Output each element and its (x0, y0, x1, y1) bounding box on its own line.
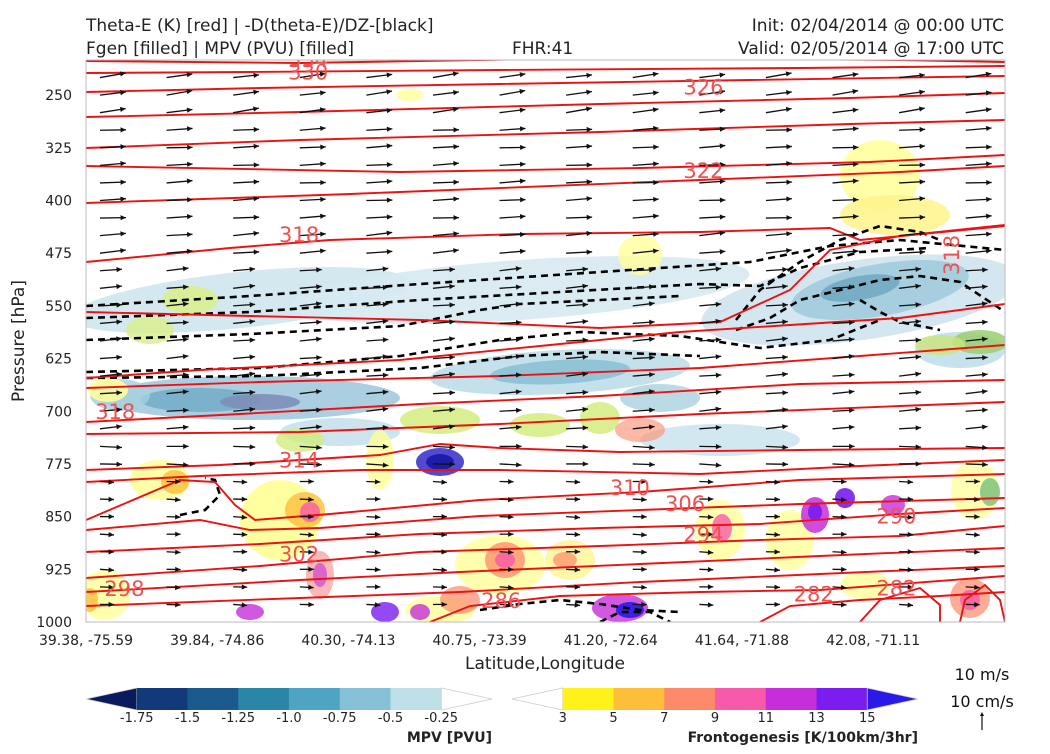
mpv-colorbar-segment (391, 688, 442, 710)
fgen-colorbar-tick: 7 (660, 711, 668, 726)
mpv-colorbar-tick: -1.75 (120, 711, 154, 726)
fgen-fill (835, 488, 855, 508)
fgen-colorbar-tick: 15 (859, 711, 876, 726)
y-tick-label: 325 (45, 141, 72, 157)
fgen-colorbar-tick: 13 (808, 711, 825, 726)
fgen-colorbar-tick: 5 (609, 711, 617, 726)
y-tick-label: 1000 (36, 615, 72, 631)
x-tick-label: 40.75, -73.39 (433, 633, 527, 649)
fgen-colorbar-segment (766, 688, 817, 710)
fgen-colorbar: 3 5 7 9 11 13 15 (512, 688, 918, 726)
fgen-fill (510, 413, 570, 437)
fgen-colorbar-segment (614, 688, 665, 710)
y-tick-label: 850 (45, 510, 72, 526)
fgen-fill (495, 552, 515, 568)
fgen-fill (980, 478, 1000, 506)
fgen-fill (840, 195, 950, 235)
theta-e-label: 298 (104, 577, 144, 601)
mpv-colorbar: -1.75 -1.5 -1.25 -1.0 -0.75 -0.5 -0.25 (86, 688, 492, 726)
fgen-colorbar-tick: 3 (559, 711, 567, 726)
theta-e-label: 294 (683, 523, 723, 547)
y-tick-label: 400 (45, 194, 72, 210)
fgen-fill (126, 316, 174, 344)
fgen-colorbar-segment (512, 688, 563, 710)
mpv-colorbar-segment (188, 688, 239, 710)
mpv-colorbar-tick: -0.75 (323, 711, 357, 726)
fgen-fill (300, 502, 320, 522)
y-tick-label: 475 (45, 246, 72, 262)
fgen-fill (808, 503, 822, 521)
y-tick-label: 250 (45, 88, 72, 104)
theta-e-label: 330 (288, 61, 328, 85)
theta-e-label: 318 (940, 235, 964, 275)
mpv-colorbar-tick: -0.25 (424, 711, 458, 726)
y-tick-label: 625 (45, 352, 72, 368)
mpv-colorbar-segment (340, 688, 391, 710)
theta-e-label: 302 (279, 543, 319, 567)
y-tick-label: 925 (45, 562, 72, 578)
mpv-colorbar-tick: -1.0 (276, 711, 301, 726)
x-tick-label: 40.30, -74.13 (301, 633, 395, 649)
title-line-1: Theta-E (K) [red] | -D(theta-E)/DZ-[blac… (85, 16, 434, 36)
y-axis: 250 325 400 475 550 625 700 775 850 925 1000 (36, 88, 72, 631)
theta-e-label: 326 (683, 75, 723, 99)
x-axis: 39.38, -75.59 39.84, -74.86 40.30, -74.13 4… (39, 633, 920, 649)
wind-key-horizontal: 10 m/s (955, 665, 1010, 684)
theta-e-label: 310 (610, 476, 650, 500)
fgen-colorbar-segment (715, 688, 766, 710)
mpv-colorbar-segment (238, 688, 289, 710)
fgen-colorbar-segment (664, 688, 715, 710)
wind-key-arrowhead (980, 712, 984, 716)
fgen-fill (553, 552, 577, 568)
mpv-colorbar-segment (86, 688, 137, 710)
fgen-colorbar-segment (817, 688, 868, 710)
x-tick-label: 39.84, -74.86 (170, 633, 264, 649)
theta-e-label: 286 (481, 589, 521, 613)
wind-key: 10 m/s 10 cm/s (950, 665, 1014, 730)
fgen-fill (396, 89, 424, 101)
fgen-fill (615, 418, 665, 442)
wind-key-vertical: 10 cm/s (950, 692, 1014, 711)
x-tick-label: 39.38, -75.59 (39, 633, 133, 649)
fgen-fill (236, 604, 264, 620)
x-tick-label: 42.08, -71.11 (826, 633, 920, 649)
theta-e-label: 290 (876, 505, 916, 529)
mpv-colorbar-segment (137, 688, 188, 710)
theta-e-label: 322 (683, 159, 723, 183)
x-tick-label: 41.20, -72.64 (564, 633, 658, 649)
y-axis-label: Pressure [hPa] (9, 280, 29, 402)
mpv-colorbar-segment (441, 688, 492, 710)
y-tick-label: 775 (45, 457, 72, 473)
theta-e-label: 282 (794, 583, 834, 607)
init-time: Init: 02/04/2014 @ 00:00 UTC (752, 16, 1004, 36)
y-tick-label: 550 (45, 299, 72, 315)
x-tick-label: 41.64, -71.88 (695, 633, 789, 649)
valid-time: Valid: 02/05/2014 @ 17:00 UTC (738, 39, 1004, 59)
mpv-colorbar-tick: -1.25 (221, 711, 255, 726)
mpv-colorbar-tick: -0.5 (378, 711, 403, 726)
forecast-hour: FHR:41 (512, 39, 573, 59)
fgen-fill (410, 604, 430, 620)
y-tick-label: 700 (45, 404, 72, 420)
title-line-2: Fgen [filled] | MPV (PVU) [filled] (86, 39, 354, 59)
fgen-fill (88, 378, 128, 402)
fgen-colorbar-label: Frontogenesis [K/100km/3hr] (688, 730, 918, 746)
fgen-colorbar-segment (867, 688, 918, 710)
theta-e-label: 282 (876, 576, 916, 600)
mpv-fill (220, 394, 300, 410)
mpv-fill (620, 384, 700, 412)
mpv-colorbar-label: MPV [PVU] (407, 730, 492, 746)
fgen-colorbar-tick: 11 (757, 711, 774, 726)
mpv-colorbar-segment (289, 688, 340, 710)
theta-e-label: 306 (665, 492, 705, 516)
x-axis-label: Latitude,Longitude (465, 654, 625, 674)
theta-e-label: 314 (279, 448, 319, 472)
theta-e-label: 318 (95, 400, 135, 424)
mpv-colorbar-tick: -1.5 (175, 711, 200, 726)
fgen-colorbar-tick: 9 (711, 711, 719, 726)
fgen-colorbar-segment (563, 688, 614, 710)
theta-e-label: 318 (279, 223, 319, 247)
